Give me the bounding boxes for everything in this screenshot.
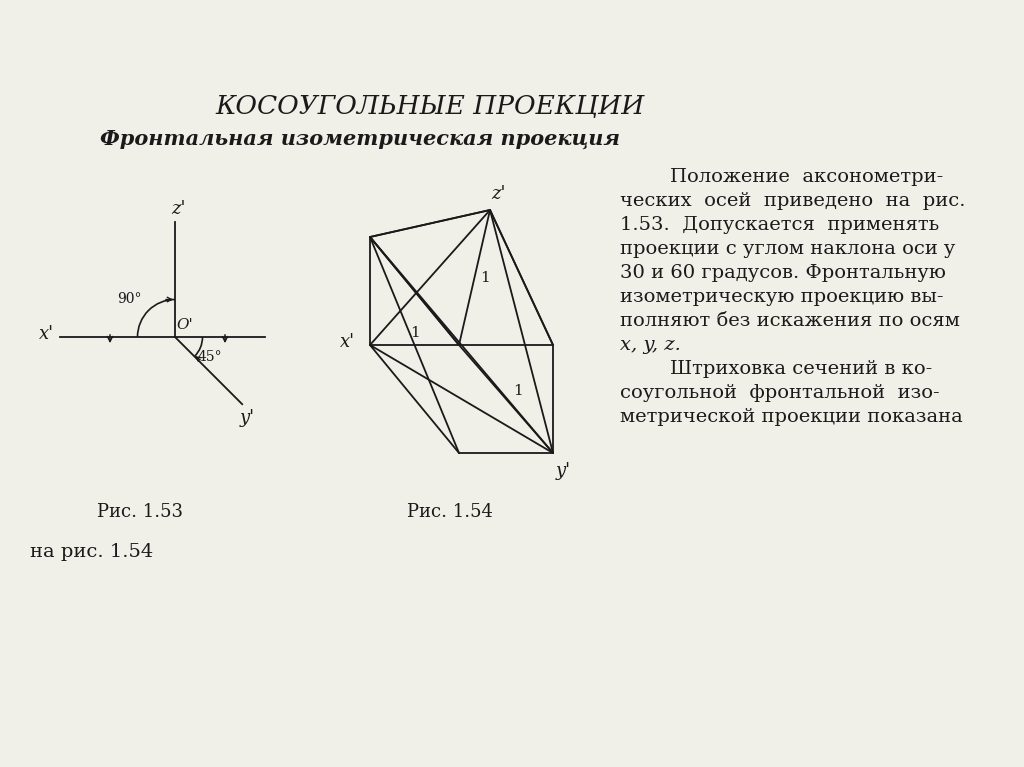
Text: 1.53.  Допускается  применять: 1.53. Допускается применять	[620, 216, 939, 234]
Text: полняют без искажения по осям: полняют без искажения по осям	[620, 312, 959, 330]
Text: 1: 1	[479, 271, 489, 285]
Text: соугольной  фронтальной  изо-: соугольной фронтальной изо-	[620, 384, 940, 402]
Text: ческих  осей  приведено  на  рис.: ческих осей приведено на рис.	[620, 192, 966, 210]
Text: Рис. 1.54: Рис. 1.54	[408, 503, 493, 521]
Text: Положение  аксонометри-: Положение аксонометри-	[620, 168, 943, 186]
Text: y': y'	[240, 409, 255, 427]
Text: проекции с углом наклона оси y: проекции с углом наклона оси y	[620, 240, 955, 258]
Text: на рис. 1.54: на рис. 1.54	[30, 543, 154, 561]
Text: z': z'	[171, 200, 185, 218]
Text: y': y'	[555, 462, 570, 480]
Text: Штриховка сечений в ко-: Штриховка сечений в ко-	[620, 360, 932, 378]
Text: z': z'	[490, 185, 505, 203]
Text: x': x'	[340, 333, 355, 351]
Text: 1: 1	[513, 384, 523, 398]
Text: 1: 1	[410, 326, 420, 340]
Text: Фронтальная изометрическая проекция: Фронтальная изометрическая проекция	[100, 129, 620, 149]
Text: x, y, z.: x, y, z.	[620, 336, 681, 354]
Text: x': x'	[40, 325, 54, 343]
Text: КОСОУГОЛЬНЫЕ ПРОЕКЦИИ: КОСОУГОЛЬНЫЕ ПРОЕКЦИИ	[215, 94, 645, 120]
Text: изометрическую проекцию вы-: изометрическую проекцию вы-	[620, 288, 943, 306]
Text: метрической проекции показана: метрической проекции показана	[620, 408, 963, 426]
Text: 30 и 60 градусов. Фронтальную: 30 и 60 градусов. Фронтальную	[620, 264, 946, 282]
Text: Рис. 1.53: Рис. 1.53	[97, 503, 183, 521]
Text: 45°: 45°	[198, 350, 222, 364]
Text: O': O'	[176, 318, 194, 332]
Text: 90°: 90°	[117, 292, 141, 306]
